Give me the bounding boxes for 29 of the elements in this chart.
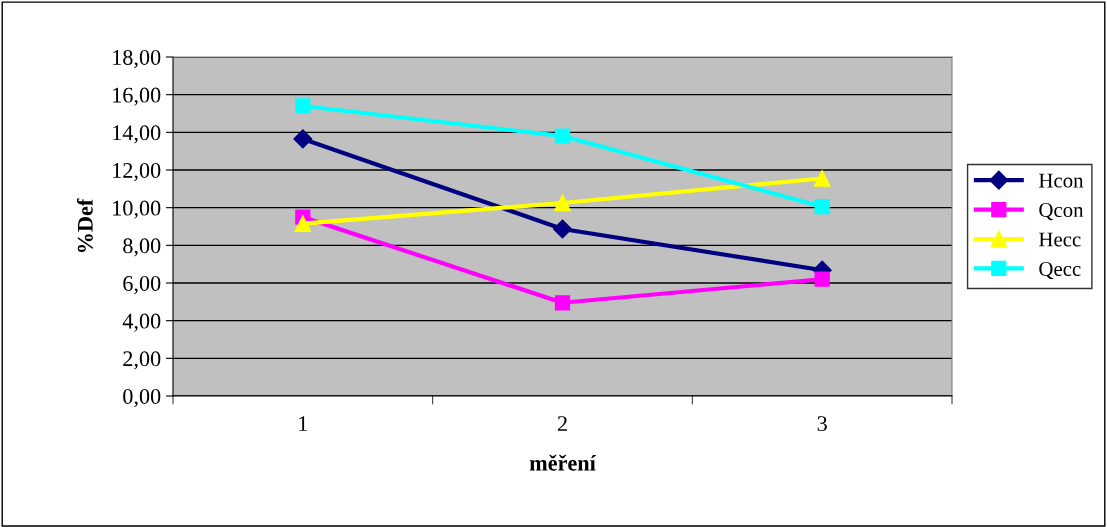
y-tick-label: 18,00 xyxy=(113,49,161,69)
y-tick-label: 2,00 xyxy=(123,351,161,370)
y-tick-label: 10,00 xyxy=(113,200,161,219)
y-tick-label: 4,00 xyxy=(122,313,161,332)
y-tick-label: 12,00 xyxy=(113,162,161,182)
y-tick-label: 16,00 xyxy=(113,87,161,106)
point xyxy=(813,170,831,187)
point xyxy=(293,129,313,149)
legend-label: Hcon xyxy=(1039,173,1084,188)
y-tick-label: 6,00 xyxy=(123,275,161,295)
point xyxy=(814,271,830,287)
legend-label: Qecc xyxy=(1039,261,1081,280)
point xyxy=(554,128,571,144)
x-tick-label: 3 xyxy=(817,416,827,432)
point xyxy=(554,295,571,311)
x-tick-label: 1 xyxy=(299,416,308,431)
y-tick-label: 0,00 xyxy=(123,388,161,408)
x-axis-title: měření xyxy=(529,454,597,471)
point xyxy=(554,194,571,212)
y-tick-label: 8,00 xyxy=(123,238,161,257)
legend-label: Hecc xyxy=(1039,232,1081,247)
x-tick-label: 2 xyxy=(557,416,567,431)
point xyxy=(294,215,312,233)
point xyxy=(814,199,830,215)
point xyxy=(552,219,573,239)
y-axis-title: %Def xyxy=(76,198,93,252)
legend-label: Qcon xyxy=(1039,203,1084,221)
y-tick-label: 14,00 xyxy=(113,125,161,144)
point xyxy=(295,98,311,114)
